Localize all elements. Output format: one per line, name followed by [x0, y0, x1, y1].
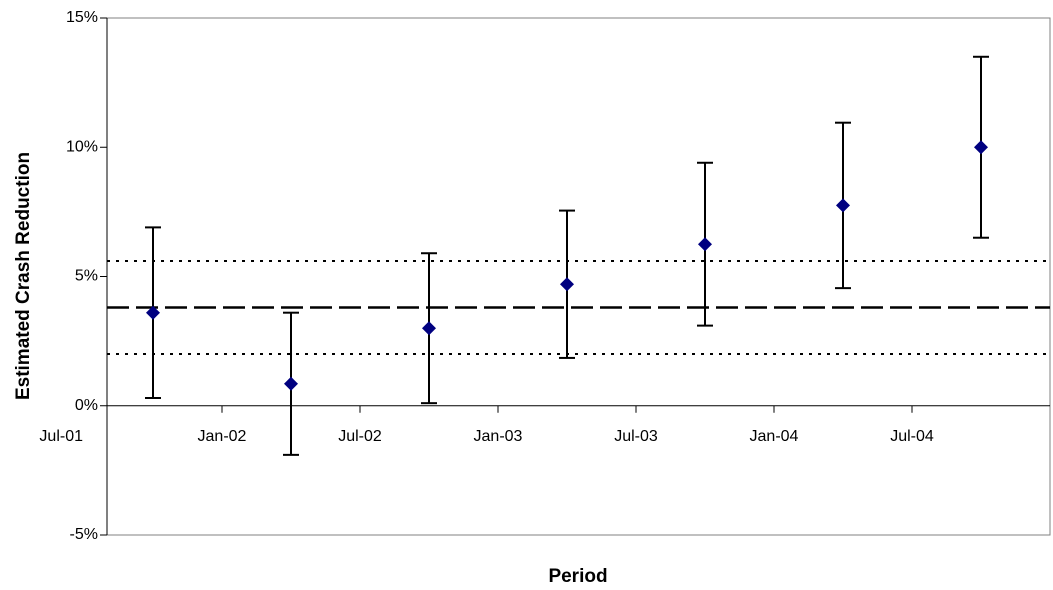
y-tick-label: -5%	[70, 526, 98, 543]
marker	[836, 198, 850, 213]
y-tick-label: 0%	[75, 397, 98, 414]
x-axis-title: Period	[548, 566, 607, 587]
plot-area	[106, 17, 1051, 536]
x-tick-label: Jan-04	[750, 428, 799, 445]
x-tick-label: Jul-03	[614, 428, 658, 445]
marker	[146, 305, 160, 320]
x-tick-label: Jan-03	[474, 428, 523, 445]
y-axis-title: Estimated Crash Reduction	[13, 152, 34, 400]
x-tick-label: Jul-02	[338, 428, 382, 445]
y-tick-label: 5%	[75, 268, 98, 285]
x-tick-label: Jul-04	[890, 428, 934, 445]
marker	[698, 237, 712, 252]
y-tick-label: 15%	[66, 9, 98, 26]
x-tick-label: Jul-01	[39, 428, 83, 445]
y-tick-label: 10%	[66, 138, 98, 155]
marker	[560, 277, 574, 292]
marker	[974, 140, 988, 155]
marker	[284, 376, 298, 391]
marker	[422, 321, 436, 336]
x-tick-label: Jan-02	[198, 428, 247, 445]
